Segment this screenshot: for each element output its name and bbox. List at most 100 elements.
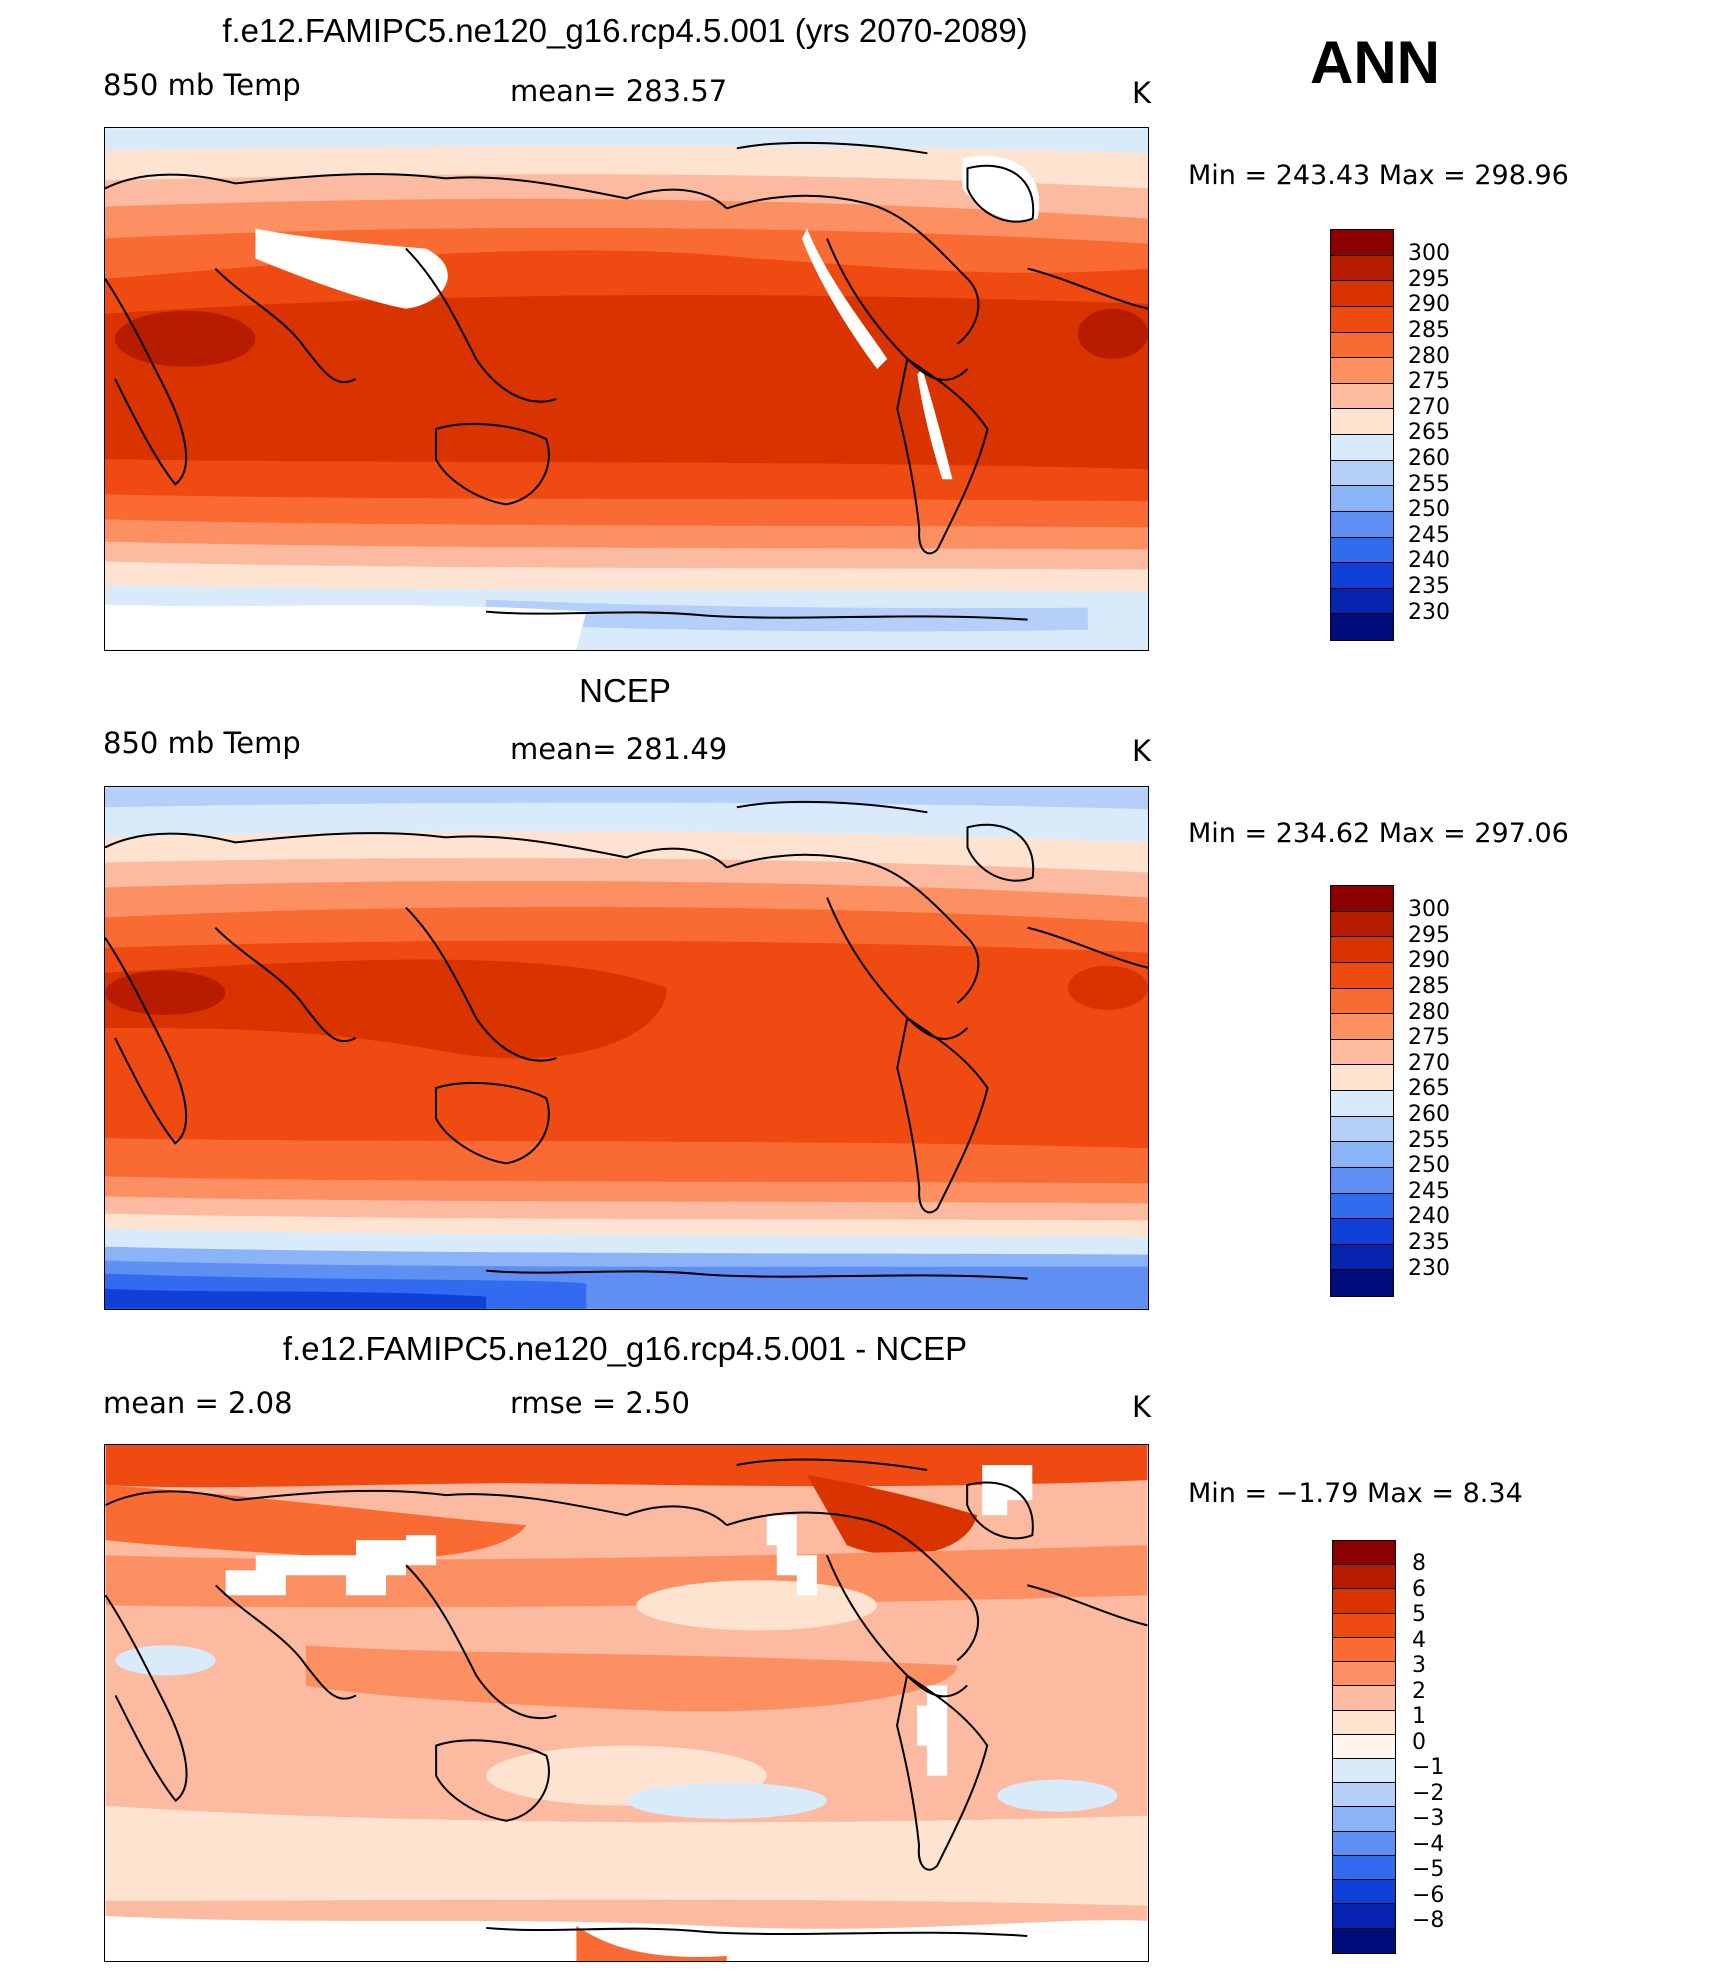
cbar-tick: 6 <box>1412 1577 1426 1602</box>
panel3-title: f.e12.FAMIPC5.ne120_g16.rcp4.5.001 - NCE… <box>282 1330 968 1367</box>
cbar-tick: 270 <box>1408 1051 1450 1076</box>
p3-mask-greenland <box>982 1465 1033 1516</box>
panel2-variable-label: 850 mb Temp <box>103 726 301 760</box>
panel3-minmax: Min = −1.79 Max = 8.34 <box>1188 1478 1523 1509</box>
panel3-units: K <box>1132 1390 1152 1424</box>
cbar-tick: 5 <box>1412 1602 1426 1627</box>
p1-band-290 <box>105 295 1148 470</box>
p1-mask-andes <box>917 368 953 480</box>
cbar-tick: 230 <box>1408 1256 1450 1281</box>
cbar-tick: 230 <box>1408 600 1450 625</box>
cbar-tick: 260 <box>1408 1102 1450 1127</box>
p2-coastlines <box>105 800 1148 1280</box>
cbar-tick: 300 <box>1408 241 1450 266</box>
panel3-map <box>104 1444 1149 1962</box>
season-label: ANN <box>1310 29 1440 96</box>
cbar-tick: −8 <box>1412 1908 1445 1933</box>
p2-band-235-s <box>105 1288 487 1309</box>
cbar-tick: −2 <box>1412 1781 1445 1806</box>
cbar-tick: 280 <box>1408 1000 1450 1025</box>
panel3-map-svg <box>105 1445 1148 1961</box>
p2-warm-pool <box>105 959 667 1059</box>
panel3-colorbar-labels: 8 6 5 4 3 2 1 0 −1 −2 −3 −4 −5 −6 −8 <box>1412 1540 1502 1952</box>
cbar-tick: 240 <box>1408 1204 1450 1229</box>
panel1-minmax: Min = 243.43 Max = 298.96 <box>1188 160 1569 191</box>
p1-mask-rockies <box>802 228 888 369</box>
panel1-variable-label: 850 mb Temp <box>103 68 301 102</box>
cbar-tick: 250 <box>1408 497 1450 522</box>
panel2-minmax: Min = 234.62 Max = 297.06 <box>1188 818 1569 849</box>
cbar-tick: −1 <box>1412 1755 1445 1780</box>
panel2-colorbar-labels: 300 295 290 285 280 275 270 265 260 255 … <box>1408 885 1498 1295</box>
cbar-tick: 285 <box>1408 318 1450 343</box>
cbar-tick: −6 <box>1412 1883 1445 1908</box>
cbar-tick: 3 <box>1412 1653 1426 1678</box>
p3-mask-himalaya <box>225 1535 437 1596</box>
cbar-tick: 1 <box>1412 1704 1426 1729</box>
panel2-colorbar <box>1330 885 1394 1297</box>
panel2-map <box>104 786 1149 1310</box>
p1-mask-himalaya <box>255 228 448 309</box>
panel1-mean-label: mean= 283.57 <box>510 74 728 108</box>
p3-southern-pale <box>105 1805 1148 1906</box>
p1-hot-atlantic <box>1077 308 1148 359</box>
panel3-mean-label: mean = 2.08 <box>103 1386 293 1420</box>
cbar-tick: 240 <box>1408 548 1450 573</box>
cbar-tick: 235 <box>1408 1230 1450 1255</box>
cbar-tick: 8 <box>1412 1551 1426 1576</box>
cbar-tick: 295 <box>1408 267 1450 292</box>
p2-hot-atlantic <box>1067 965 1148 1010</box>
cbar-tick: 255 <box>1408 1128 1450 1153</box>
p3-canada-warm <box>806 1475 978 1556</box>
p2-hot-sahara <box>105 970 226 1015</box>
cbar-tick: −4 <box>1412 1832 1445 1857</box>
panel2-map-svg <box>105 787 1148 1309</box>
cbar-tick: 290 <box>1408 292 1450 317</box>
p1-hot-africa <box>115 310 256 367</box>
p1-mask-greenland <box>962 155 1040 222</box>
cbar-tick: −5 <box>1412 1857 1445 1882</box>
panel1-title: f.e12.FAMIPC5.ne120_g16.rcp4.5.001 (yrs … <box>222 12 1028 49</box>
panel2-units: K <box>1132 734 1152 768</box>
p3-cool-patch-atlantic <box>997 1779 1118 1812</box>
panel3-rmse-label: rmse = 2.50 <box>510 1386 690 1420</box>
p1-antarctic-blue <box>486 599 1088 632</box>
cbar-tick: 2 <box>1412 1679 1426 1704</box>
cbar-tick: 245 <box>1408 523 1450 548</box>
cbar-tick: 255 <box>1408 472 1450 497</box>
panel1-map-svg <box>105 128 1148 650</box>
p3-antarctic-warm <box>576 1925 727 1961</box>
cbar-tick: 4 <box>1412 1628 1426 1653</box>
p3-mask-rockies <box>766 1515 817 1596</box>
cbar-tick: 295 <box>1408 923 1450 948</box>
panel1-units: K <box>1132 76 1152 110</box>
panel2-mean-label: mean= 281.49 <box>510 732 728 766</box>
cbar-tick: 300 <box>1408 897 1450 922</box>
cbar-tick: 275 <box>1408 369 1450 394</box>
p1-antarctic-white <box>105 604 587 650</box>
p1-coastlines <box>105 141 1148 621</box>
cbar-tick: 265 <box>1408 1076 1450 1101</box>
cbar-tick: 260 <box>1408 446 1450 471</box>
p3-arctic-warm <box>105 1445 1148 1488</box>
cbar-tick: 275 <box>1408 1025 1450 1050</box>
p3-cool-patch-africa <box>115 1645 216 1676</box>
cbar-tick: −3 <box>1412 1806 1445 1831</box>
panel2-title: NCEP <box>579 672 671 709</box>
panel3-colorbar <box>1332 1540 1396 1954</box>
p3-coastlines <box>105 1458 1148 1937</box>
p3-antarctic-mask <box>105 1915 1148 1961</box>
cbar-tick: 265 <box>1408 420 1450 445</box>
panel1-colorbar-labels: 300 295 290 285 280 275 270 265 260 255 … <box>1408 229 1498 639</box>
panel1-map <box>104 127 1149 651</box>
panel1-colorbar <box>1330 229 1394 641</box>
cbar-tick: 250 <box>1408 1153 1450 1178</box>
cbar-tick: 285 <box>1408 974 1450 999</box>
p3-cool-patch-pacific <box>626 1782 827 1819</box>
cbar-tick: 245 <box>1408 1179 1450 1204</box>
cbar-tick: 0 <box>1412 1730 1426 1755</box>
cbar-tick: 290 <box>1408 948 1450 973</box>
p3-mask-andes <box>917 1685 948 1776</box>
cbar-tick: 280 <box>1408 344 1450 369</box>
cbar-tick: 235 <box>1408 574 1450 599</box>
